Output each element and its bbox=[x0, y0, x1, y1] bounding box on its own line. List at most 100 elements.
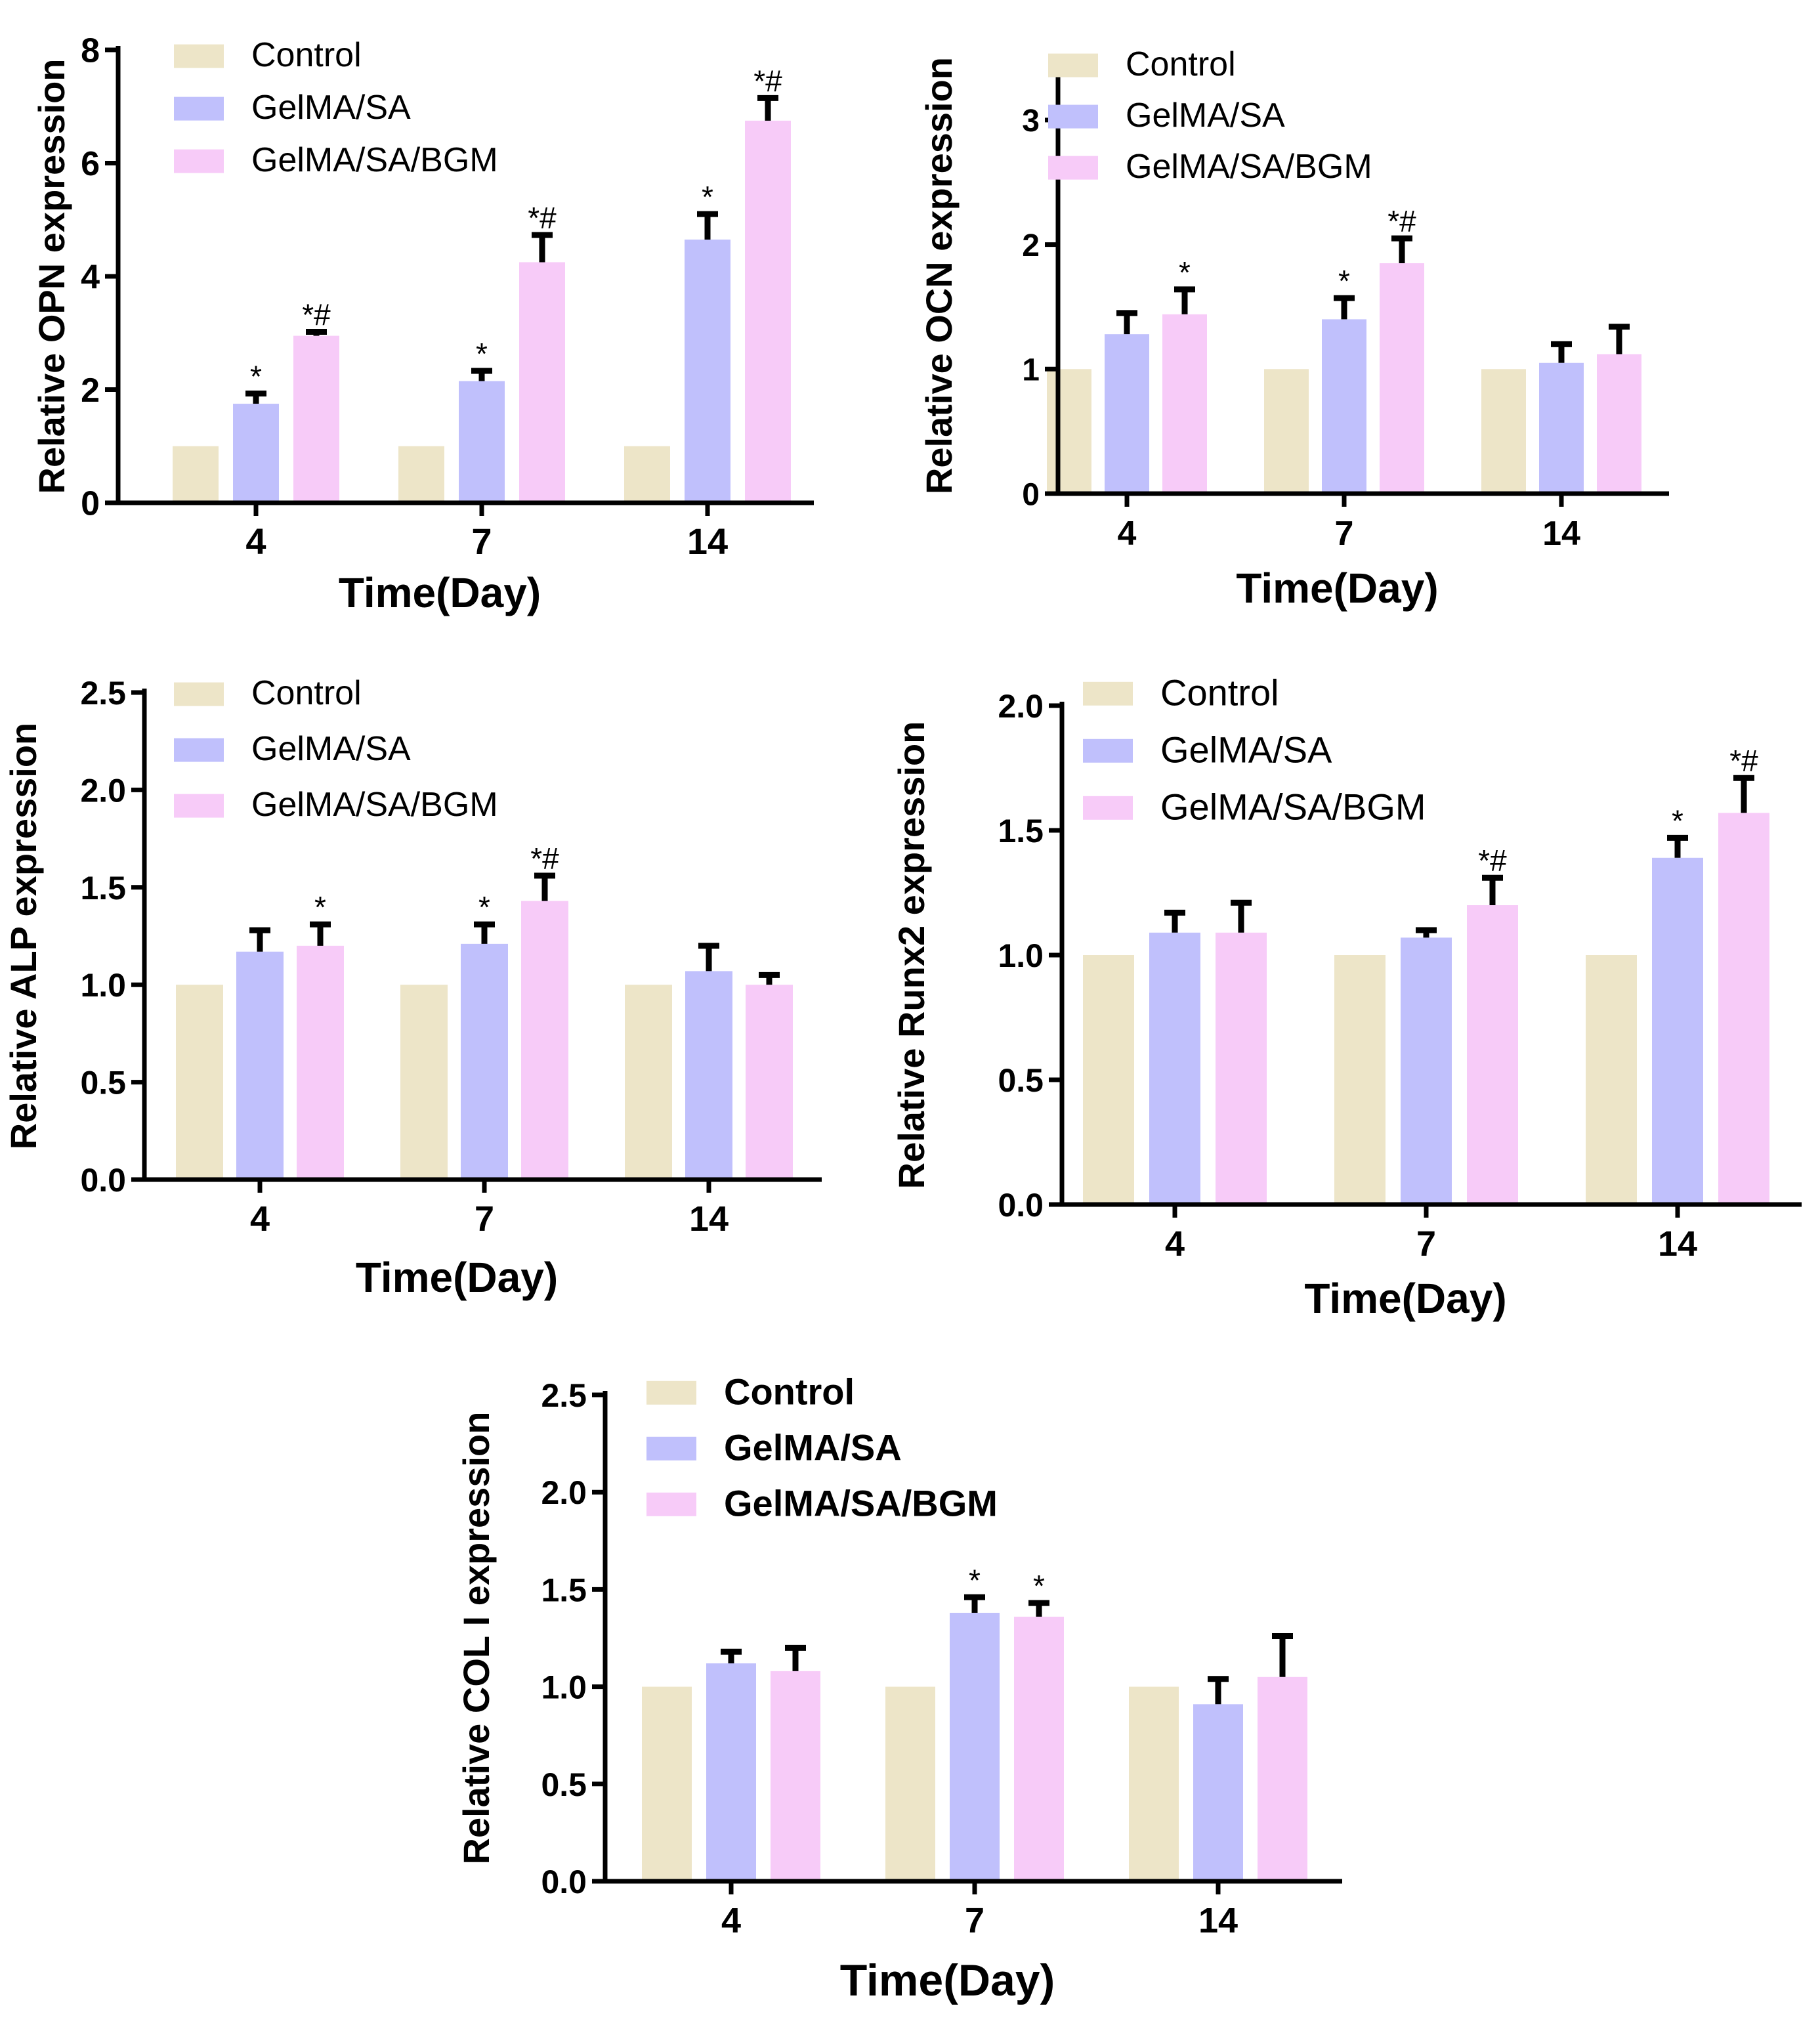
y-tick-label: 0.0 bbox=[998, 1187, 1044, 1224]
bar bbox=[1586, 955, 1637, 1205]
bar bbox=[1597, 354, 1641, 494]
legend-swatch bbox=[174, 738, 224, 762]
legend-label: GelMA/SA/BGM bbox=[724, 1483, 998, 1524]
x-tick-label: 4 bbox=[721, 1901, 741, 1940]
y-tick-label: 8 bbox=[81, 32, 100, 70]
bar bbox=[400, 985, 448, 1180]
significance-mark: * bbox=[1338, 264, 1350, 298]
y-tick-label: 0 bbox=[81, 485, 100, 523]
y-tick-label: 2.5 bbox=[541, 1377, 587, 1414]
x-tick-label: 7 bbox=[965, 1901, 984, 1940]
bar bbox=[233, 404, 279, 503]
chart-panel-4: * *# *# 0.0 0.5 1.0 1.5 2.0 4 7 14 Time(Day) Relativ… bbox=[891, 672, 1802, 1322]
legend-swatch bbox=[1083, 681, 1133, 706]
y-tick-label: 1 bbox=[1022, 353, 1040, 388]
bar bbox=[1129, 1686, 1179, 1881]
significance-mark: *# bbox=[1729, 744, 1758, 778]
x-axis-label: Time(Day) bbox=[1304, 1275, 1506, 1322]
y-tick-label: 0 bbox=[1022, 477, 1040, 512]
bar bbox=[1216, 932, 1267, 1205]
y-tick-label: 1.5 bbox=[998, 813, 1044, 849]
bar bbox=[176, 985, 223, 1180]
significance-mark: *# bbox=[302, 298, 331, 332]
legend-label: GelMA/SA bbox=[1160, 729, 1332, 771]
y-tick-label: 2.0 bbox=[998, 688, 1044, 725]
bar bbox=[1258, 1676, 1307, 1881]
legend-label: Control bbox=[1126, 45, 1236, 83]
bar bbox=[642, 1686, 692, 1881]
y-tick-label: 1.5 bbox=[541, 1571, 587, 1608]
y-tick-label: 4 bbox=[81, 259, 100, 297]
x-tick-label: 4 bbox=[1118, 515, 1137, 553]
bar bbox=[1401, 937, 1452, 1205]
y-tick-label: 0.5 bbox=[541, 1766, 587, 1803]
bar bbox=[624, 446, 670, 503]
legend-label: GelMA/SA bbox=[251, 730, 411, 768]
bar bbox=[1162, 314, 1207, 494]
bar bbox=[1539, 362, 1584, 494]
legend-swatch bbox=[1048, 156, 1098, 180]
chart-panel-1: * * * *# *# *# 0 2 4 6 8 4 7 14 Time(Day) Relative OPN … bbox=[31, 32, 814, 616]
legend-swatch bbox=[1083, 796, 1133, 820]
legend-swatch bbox=[174, 96, 224, 121]
bar bbox=[706, 1663, 756, 1881]
bar bbox=[1193, 1704, 1243, 1881]
legend-label: Control bbox=[251, 36, 362, 74]
x-tick-label: 14 bbox=[689, 1199, 729, 1239]
legend-swatch bbox=[1083, 738, 1133, 763]
y-tick-label: 1.0 bbox=[541, 1669, 587, 1706]
legend-label: Control bbox=[724, 1371, 855, 1413]
bar bbox=[521, 901, 568, 1180]
legend-swatch bbox=[174, 682, 224, 706]
legend-swatch bbox=[174, 794, 224, 818]
legend-label: GelMA/SA bbox=[251, 89, 411, 127]
legend-swatch bbox=[174, 44, 224, 68]
bar bbox=[1481, 369, 1526, 494]
legend-label: GelMA/SA bbox=[1126, 96, 1285, 135]
bar bbox=[1264, 369, 1309, 494]
y-tick-label: 1.5 bbox=[80, 870, 126, 907]
bar bbox=[1105, 334, 1149, 494]
legend-swatch bbox=[646, 1436, 696, 1461]
legend-label: GelMA/SA/BGM bbox=[251, 141, 498, 179]
y-axis-label: Relative COL I expression bbox=[455, 1412, 497, 1865]
bar bbox=[1718, 813, 1769, 1205]
legend-label: GelMA/SA/BGM bbox=[1160, 786, 1426, 828]
bar bbox=[1467, 905, 1518, 1205]
bar bbox=[1652, 857, 1703, 1205]
significance-mark: *# bbox=[1387, 204, 1416, 238]
y-tick-label: 0.0 bbox=[80, 1162, 126, 1199]
significance-mark: *# bbox=[1478, 843, 1507, 878]
y-tick-label: 6 bbox=[81, 145, 100, 183]
significance-mark: * bbox=[1033, 1569, 1045, 1603]
y-tick-label: 2.0 bbox=[80, 772, 126, 809]
bar bbox=[173, 446, 219, 503]
significance-mark: *# bbox=[753, 64, 782, 98]
x-tick-label: 14 bbox=[687, 521, 728, 562]
bar bbox=[1014, 1616, 1064, 1881]
bar bbox=[293, 335, 339, 503]
significance-mark: *# bbox=[530, 842, 559, 876]
y-tick-label: 0.0 bbox=[541, 1864, 587, 1900]
legend-label: Control bbox=[251, 674, 362, 712]
significance-mark: * bbox=[476, 337, 488, 371]
x-tick-label: 4 bbox=[1165, 1224, 1185, 1264]
legend-swatch bbox=[646, 1380, 696, 1405]
legend-label: Control bbox=[1160, 672, 1279, 714]
x-tick-label: 14 bbox=[1658, 1224, 1697, 1264]
chart-panel-5: * * 0.0 0.5 1.0 1.5 2.0 2.5 4 7 14 Time(Day) Relativ… bbox=[455, 1371, 1342, 2005]
x-tick-label: 7 bbox=[1335, 515, 1354, 553]
bar bbox=[625, 985, 672, 1180]
x-tick-label: 7 bbox=[471, 521, 492, 562]
significance-mark: * bbox=[314, 890, 326, 924]
y-axis-label: Relative OPN expression bbox=[31, 59, 72, 494]
legend-swatch bbox=[174, 149, 224, 173]
significance-mark: * bbox=[250, 360, 262, 394]
bar bbox=[236, 951, 284, 1180]
significance-mark: * bbox=[1179, 255, 1191, 289]
chart-panel-3: * * *# 0.0 0.5 1.0 1.5 2.0 2.5 4 7 14 Time(Day) Relat… bbox=[3, 674, 822, 1301]
bar bbox=[1083, 955, 1134, 1205]
y-tick-label: 2.5 bbox=[80, 675, 126, 712]
y-tick-label: 1.0 bbox=[80, 967, 126, 1004]
chart-panel-2: * * *# 0 1 2 3 4 7 14 Time(Day) Relative OCN expres… bbox=[918, 45, 1669, 612]
